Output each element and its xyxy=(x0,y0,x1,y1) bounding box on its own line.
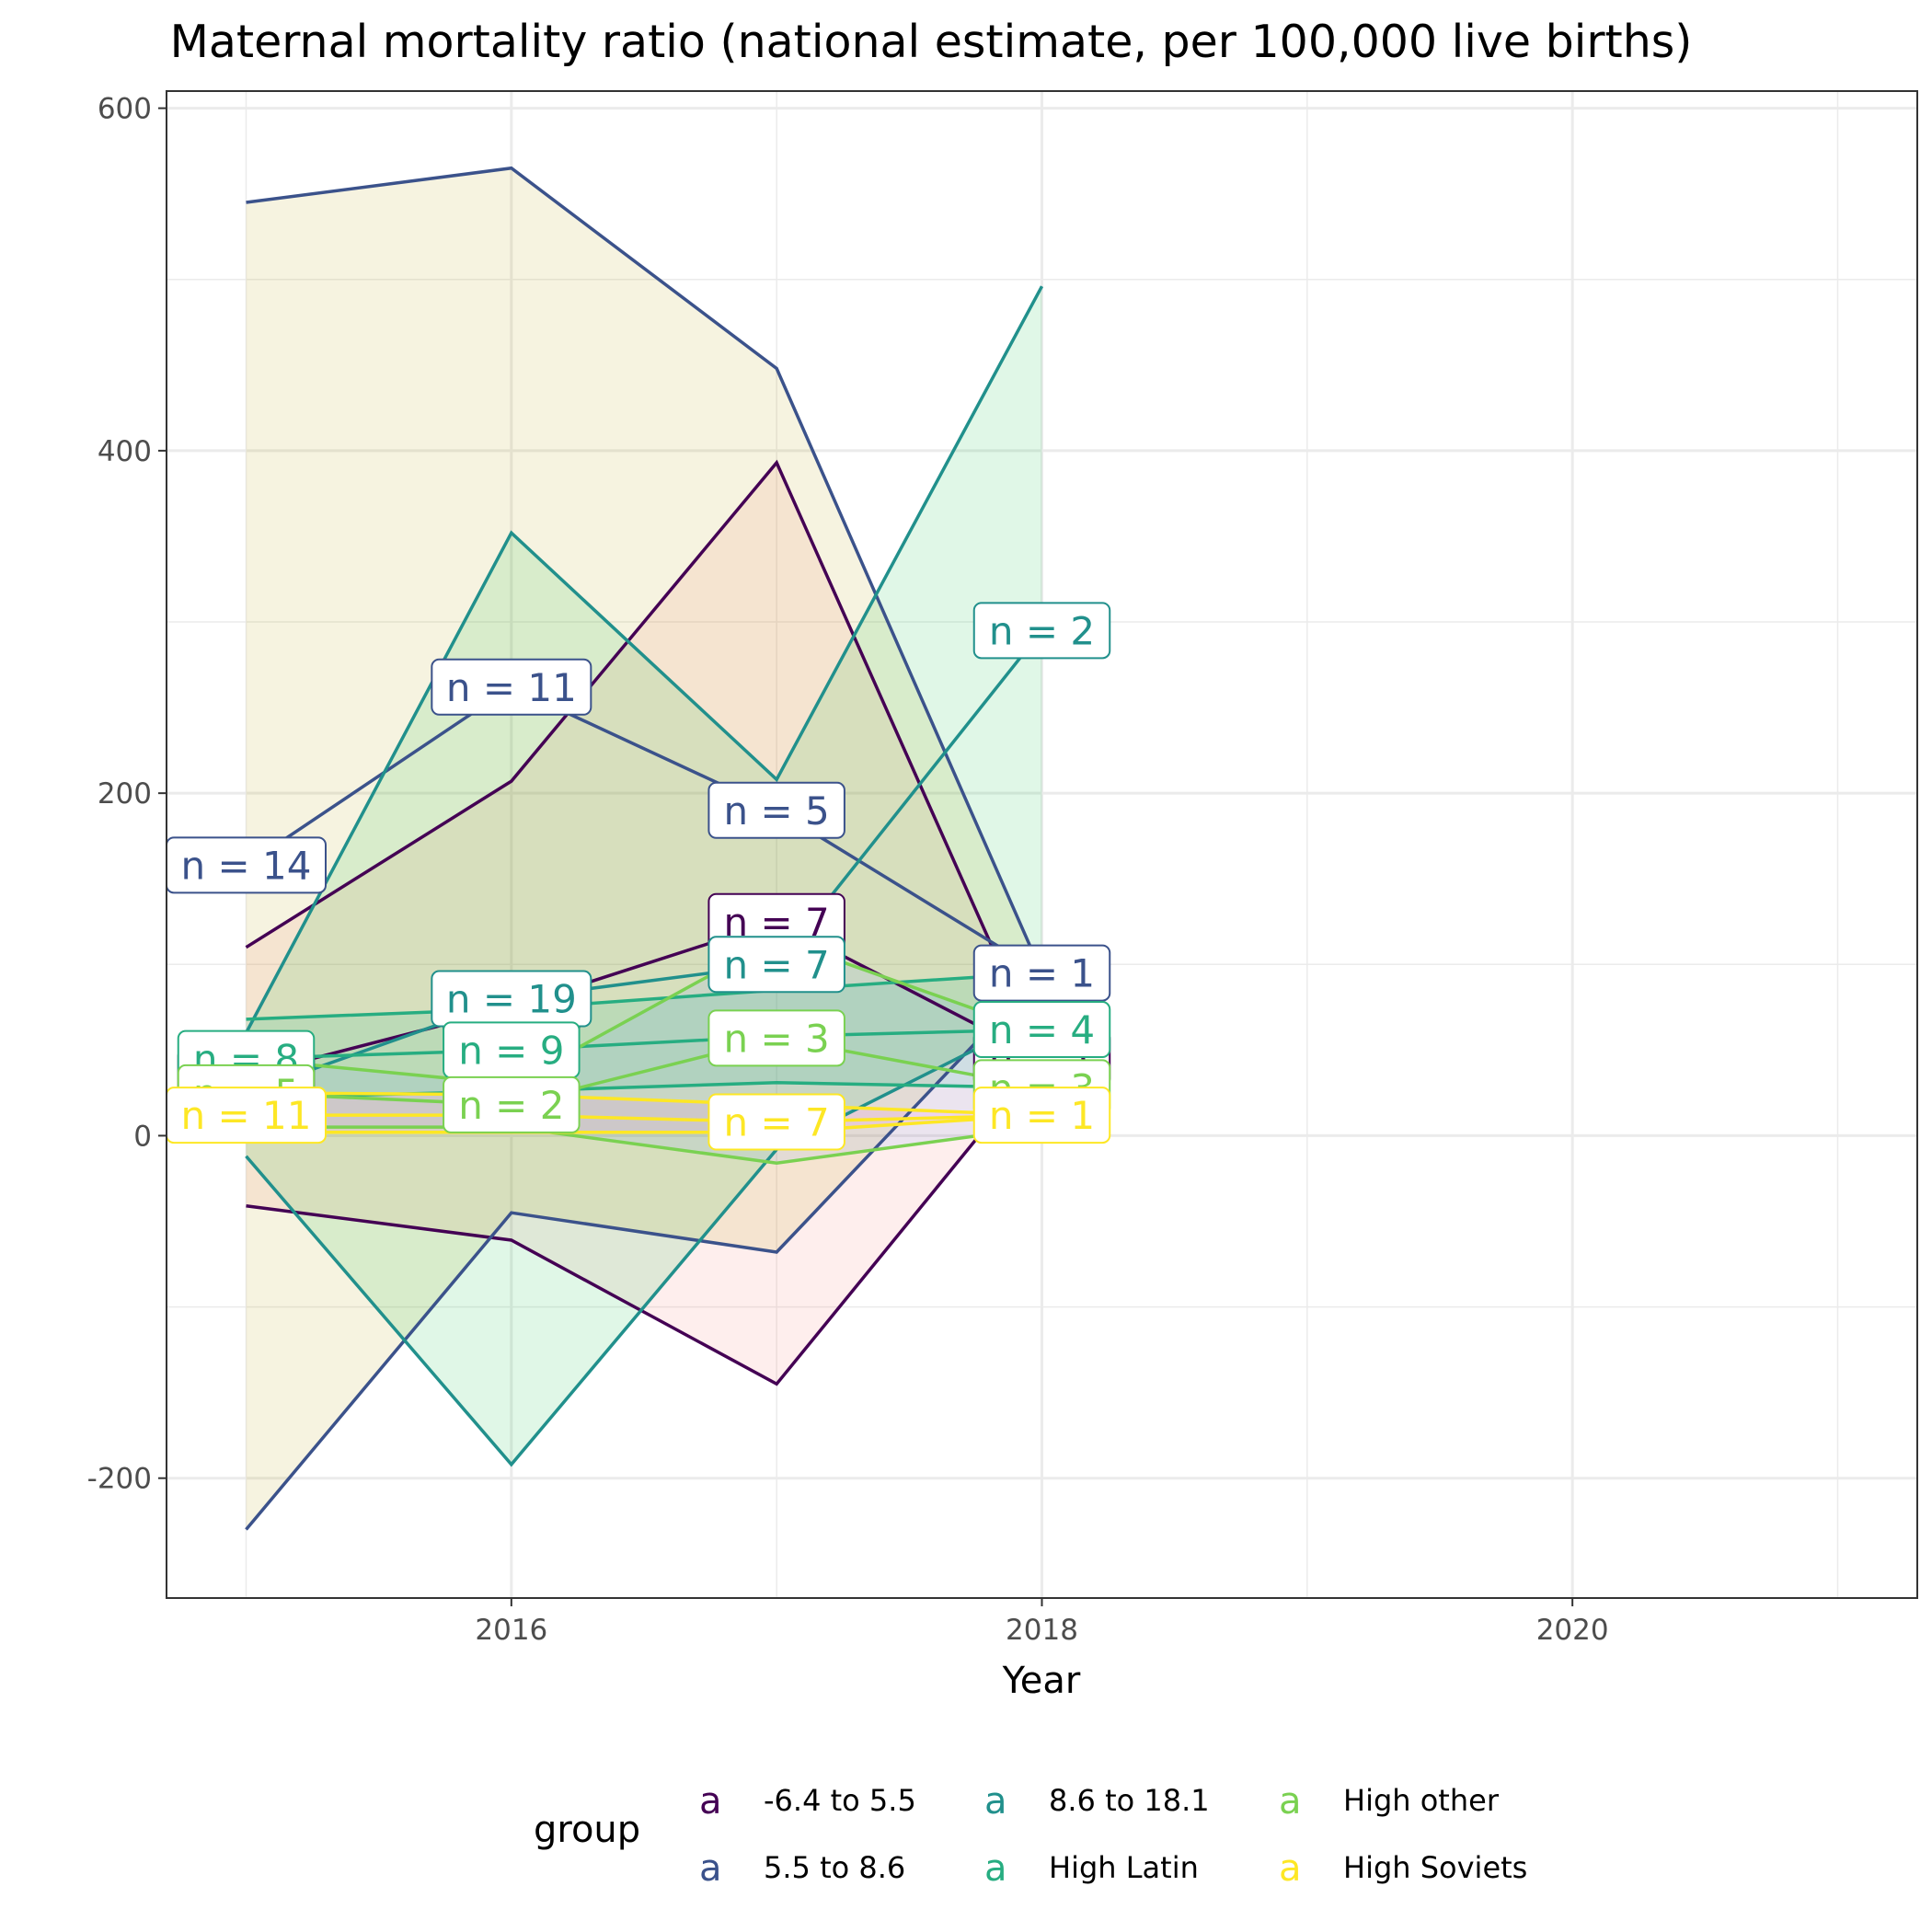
count-label-box xyxy=(972,944,1111,1002)
count-label: n = 4 xyxy=(972,1001,1111,1059)
count-label-text: n = 19 xyxy=(446,977,577,1022)
series-line-mean xyxy=(245,629,1043,1095)
x-tick-label: 2018 xyxy=(1006,1614,1078,1647)
legend-key: a xyxy=(699,1847,722,1890)
count-label: n = 9 xyxy=(443,1021,581,1079)
series-lines xyxy=(244,166,1044,1531)
count-label-text: n = 14 xyxy=(181,843,312,888)
legend-key: a xyxy=(984,1847,1007,1890)
count-label: n = 3 xyxy=(707,1009,845,1067)
series-line-upper xyxy=(246,937,1043,1087)
count-label: n = 5 xyxy=(707,781,845,839)
count-label: n = 7 xyxy=(707,1093,845,1151)
grid-major xyxy=(167,91,1917,1598)
legend-key: a xyxy=(1279,1847,1302,1890)
count-label: n = 2 xyxy=(972,602,1111,660)
x-tick-label: 2020 xyxy=(1536,1614,1609,1647)
series-line-lower xyxy=(245,972,1043,1531)
count-label-text: n = 9 xyxy=(458,1028,564,1073)
count-label-text: n = 7 xyxy=(724,1100,830,1145)
count-label-box xyxy=(707,1009,845,1067)
y-tick-label: 200 xyxy=(98,777,152,811)
count-label: n = 19 xyxy=(431,970,592,1028)
count-label-text: n = 11 xyxy=(181,1093,312,1138)
legend-item: a High Latin xyxy=(984,1847,1199,1890)
series-line-lower xyxy=(246,1057,1043,1386)
legend-item: a 8.6 to 18.1 xyxy=(984,1780,1210,1823)
series-line-upper xyxy=(245,459,1044,1060)
count-label-box xyxy=(707,1093,845,1151)
series-line-upper xyxy=(246,971,1042,1021)
series-line-lower xyxy=(246,1113,1042,1134)
legend-label: High other xyxy=(1343,1783,1500,1818)
legend: group a -6.4 to 5.5 a 5.5 to 8.6 a 8.6 to 18.… xyxy=(534,1780,1527,1890)
count-label-text: n = 1 xyxy=(989,1093,1095,1138)
count-label: n = 1 xyxy=(972,944,1111,1002)
y-tick-label: 0 xyxy=(133,1120,152,1153)
series-line-upper xyxy=(244,285,1044,1034)
y-tick-label: 400 xyxy=(98,435,152,468)
count-label: n = 11 xyxy=(166,1087,327,1144)
count-label-box xyxy=(707,936,845,994)
series-line-lower xyxy=(245,1014,1043,1467)
count-label-text: n = 4 xyxy=(989,1007,1095,1052)
series-line-mean xyxy=(246,1036,1042,1107)
legend-label: 8.6 to 18.1 xyxy=(1049,1783,1210,1818)
legend-item: a -6.4 to 5.5 xyxy=(699,1780,916,1823)
count-label-box xyxy=(707,781,845,839)
count-label-box xyxy=(431,658,592,716)
count-label-text: n = 3 xyxy=(724,1016,830,1061)
count-label-text: n = 11 xyxy=(446,665,577,710)
legend-title: group xyxy=(534,1809,640,1851)
count-label: n = 14 xyxy=(166,836,327,894)
legend-label: 5.5 to 8.6 xyxy=(764,1850,905,1885)
series-line-mean xyxy=(245,684,1043,975)
legend-key: a xyxy=(699,1780,722,1823)
count-label-box xyxy=(972,602,1111,660)
legend-item: a 5.5 to 8.6 xyxy=(699,1847,905,1890)
y-tick-label: -200 xyxy=(87,1463,152,1496)
x-axis-title: Year xyxy=(1002,1660,1081,1702)
count-label-box xyxy=(972,1087,1111,1144)
ribbon xyxy=(246,167,1042,1530)
count-label-text: n = 7 xyxy=(724,942,830,987)
y-tick-label: 600 xyxy=(98,93,152,126)
x-tick-label: 2016 xyxy=(475,1614,547,1647)
legend-key: a xyxy=(984,1780,1007,1823)
ribbon xyxy=(246,286,1042,1465)
legend-label: -6.4 to 5.5 xyxy=(764,1783,916,1818)
count-label: n = 11 xyxy=(431,658,592,716)
count-label-box xyxy=(972,1001,1111,1059)
chart-title: Maternal mortality ratio (national estim… xyxy=(170,16,1693,68)
count-labels: n = 8n = 8n = 7n = 1n = 14n = 11n = 5n =… xyxy=(166,602,1111,1151)
legend-key: a xyxy=(1279,1780,1302,1823)
series-line-mean xyxy=(246,1028,1042,1061)
series-line-mean xyxy=(246,1113,1042,1124)
count-label: n = 2 xyxy=(443,1075,581,1133)
count-label-box xyxy=(443,1075,581,1133)
count-label: n = 7 xyxy=(707,936,845,994)
count-label: n = 1 xyxy=(972,1087,1111,1144)
legend-item: a High Soviets xyxy=(1279,1847,1527,1890)
legend-label: High Latin xyxy=(1049,1850,1199,1885)
series-line-mean xyxy=(246,919,1043,1077)
count-label-text: n = 2 xyxy=(458,1083,564,1128)
legend-label: High Soviets xyxy=(1343,1850,1527,1885)
count-label-text: n = 1 xyxy=(989,951,1095,996)
series-line-lower xyxy=(246,1125,1042,1165)
x-axis: 2016 2018 2020 xyxy=(475,1598,1609,1647)
series-line-upper xyxy=(246,166,1044,974)
y-axis: -200 0 200 400 600 xyxy=(87,93,167,1496)
count-label-text: n = 2 xyxy=(989,608,1095,653)
count-label-text: n = 5 xyxy=(724,788,830,834)
legend-item: a High other xyxy=(1279,1780,1500,1823)
series-line-upper xyxy=(246,1091,1042,1117)
